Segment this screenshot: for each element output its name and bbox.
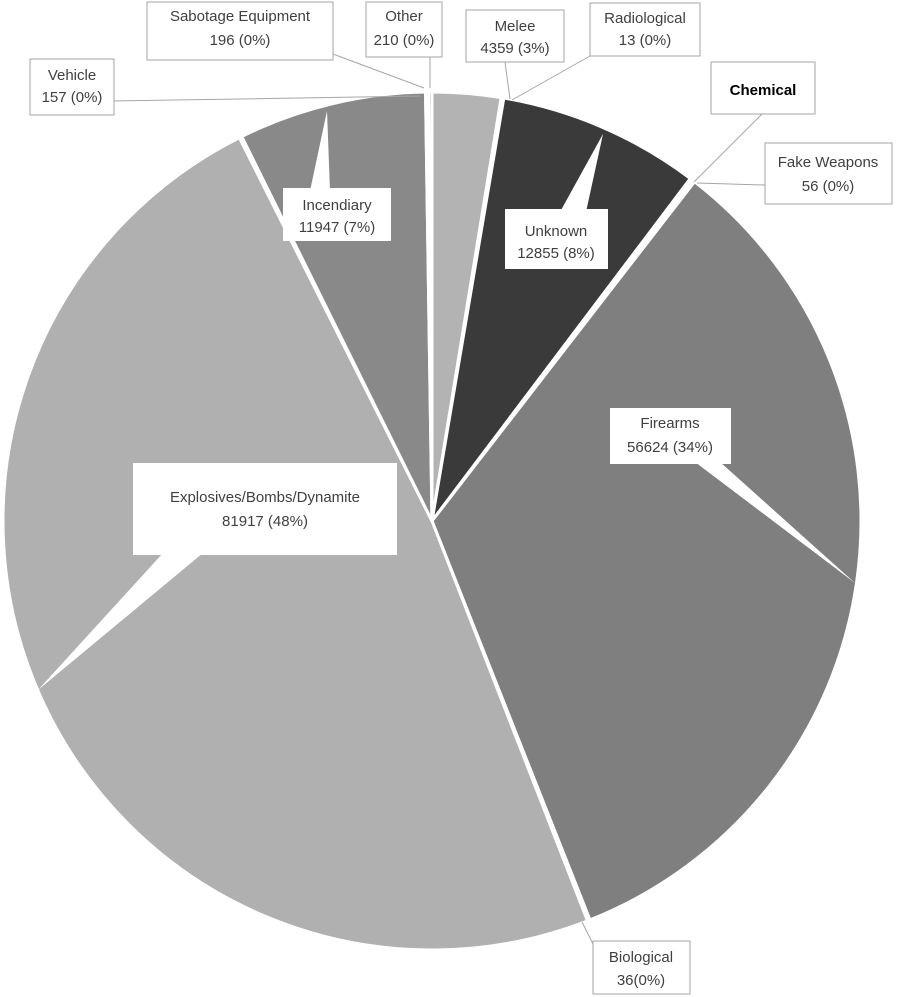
label-value-vehicle: 157 (0%) [42, 89, 103, 106]
label-radiological: Radiological 13 (0%) [511, 2, 701, 101]
label-explosives-bombs-dynamite: Explosives/Bombs/Dynamite 81917 (48%) [38, 463, 397, 690]
label-firearms: Firearms 56624 (34%) [610, 408, 855, 583]
leader-line-sabotage-equipment [332, 53, 425, 89]
label-name-firearms: Firearms [640, 415, 699, 432]
label-vehicle: Vehicle 157 (0%) [29, 58, 421, 116]
label-incendiary: Incendiary 11947 (7%) [283, 111, 391, 241]
label-value-biological: 36(0%) [617, 972, 665, 989]
label-melee: Melee 4359 (3%) [465, 9, 565, 100]
label-value-incendiary: 11947 (7%) [299, 219, 375, 236]
label-name-radiological: Radiological [604, 10, 686, 27]
leader-line-fake-weapons [696, 182, 766, 186]
label-box-unknown [505, 209, 608, 269]
label-name-chemical: Chemical [730, 82, 797, 99]
label-name-fake-weapons: Fake Weapons [778, 154, 879, 171]
label-box-biological [592, 940, 691, 995]
data-labels: Melee 4359 (3%) Radiological 13 (0%) Unknown… [29, 1, 893, 995]
label-name-incendiary: Incendiary [302, 197, 372, 214]
pie-slices [1, 90, 863, 952]
label-value-explosives-bombs-dynamite: 81917 (48%) [222, 513, 308, 530]
label-box-firearms [610, 408, 731, 464]
label-box-chemical [710, 61, 816, 115]
label-other: Other 210 (0%) [365, 1, 443, 88]
label-box-sabotage-equipment [146, 1, 334, 61]
label-box-vehicle [29, 58, 115, 116]
leader-line-vehicle [113, 95, 421, 102]
callout-pointer-unknown [560, 134, 603, 212]
label-box-explosives-bombs-dynamite [133, 463, 397, 555]
label-name-vehicle: Vehicle [48, 67, 96, 84]
label-sabotage-equipment: Sabotage Equipment 196 (0%) [146, 1, 425, 89]
label-name-unknown: Unknown [525, 223, 588, 240]
label-value-fake-weapons: 56 (0%) [802, 178, 855, 195]
label-name-other: Other [385, 8, 423, 25]
leader-line-chemical [693, 113, 763, 183]
label-value-unknown: 12855 (8%) [517, 245, 595, 262]
label-box-other [365, 1, 443, 58]
slice-other [427, 90, 434, 523]
leader-line-biological [581, 921, 594, 945]
slice-unknown [430, 96, 692, 523]
label-name-explosives-bombs-dynamite: Explosives/Bombs/Dynamite [170, 489, 360, 506]
label-value-sabotage-equipment: 196 (0%) [210, 32, 271, 49]
label-name-melee: Melee [495, 18, 536, 35]
leader-line-melee [504, 61, 511, 100]
label-value-other: 210 (0%) [374, 32, 435, 49]
callout-pointer-incendiary [310, 111, 330, 191]
label-box-incendiary [283, 188, 391, 241]
leader-line-radiological [511, 55, 591, 101]
label-value-firearms: 56624 (34%) [627, 439, 713, 456]
slice-firearms [430, 180, 863, 922]
label-biological: Biological 36(0%) [581, 921, 691, 995]
label-box-fake-weapons [764, 142, 893, 205]
label-name-sabotage-equipment: Sabotage Equipment [170, 8, 311, 25]
callout-pointer-firearms [695, 462, 855, 583]
label-box-radiological [589, 2, 701, 57]
label-value-melee: 4359 (3%) [480, 40, 549, 57]
label-fake-weapons: Fake Weapons 56 (0%) [696, 142, 893, 205]
label-box-melee [465, 9, 565, 63]
label-chemical: Chemical [693, 61, 816, 183]
label-value-radiological: 13 (0%) [619, 32, 672, 49]
label-name-biological: Biological [609, 949, 673, 966]
callout-pointer-explosives-bombs-dynamite [38, 553, 203, 690]
label-unknown: Unknown 12855 (8%) [505, 134, 608, 269]
